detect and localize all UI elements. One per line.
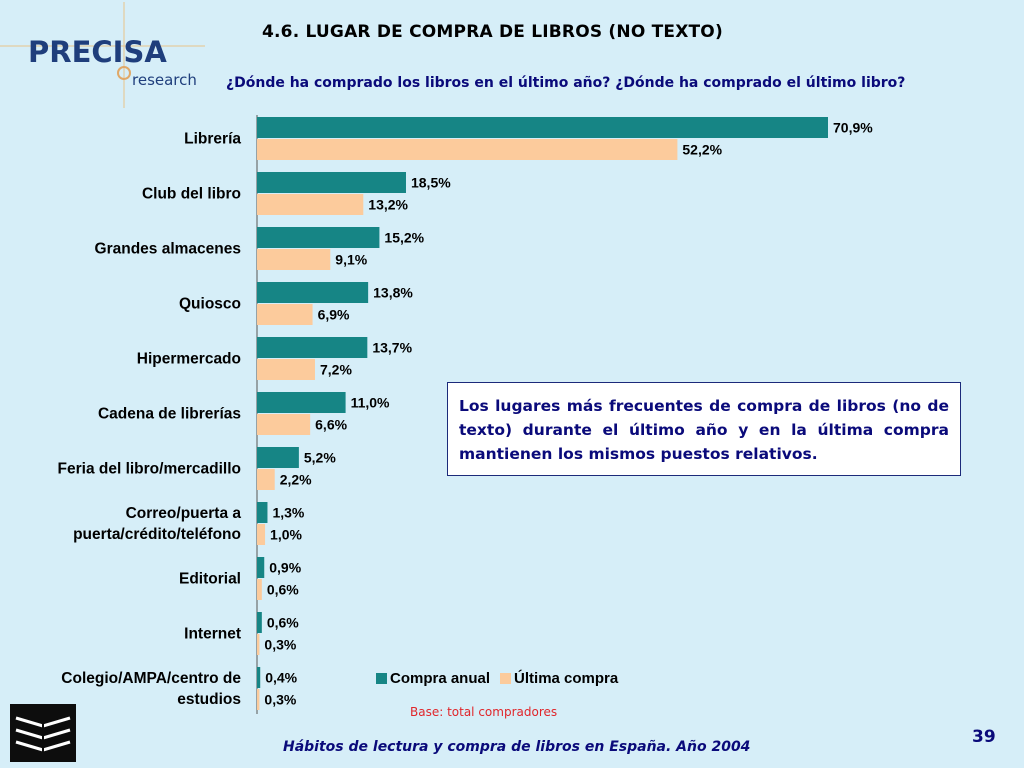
chart-subtitle: ¿Dónde ha comprado los libros en el últi… [226, 75, 906, 91]
category-label-8: Editorial [179, 571, 241, 588]
category-label-6: Feria del libro/mercadillo [58, 461, 241, 478]
legend-label-annual: Compra anual [390, 670, 491, 687]
legend-swatch-annual [376, 673, 387, 684]
logo-sub-text: research [132, 71, 197, 89]
annotation-box: Los lugares más frecuentes de compra de … [447, 382, 961, 476]
category-label-5: Cadena de librerías [98, 406, 241, 423]
legend-swatch-last [500, 673, 512, 684]
bar-last-1 [257, 194, 364, 215]
logo-brand-text: PRECISA [28, 35, 167, 69]
bar-annual-8 [257, 557, 265, 578]
bar-last-3 [257, 304, 313, 325]
category-label-9: Internet [184, 626, 241, 643]
value-label-last-5: 6,6% [315, 417, 347, 433]
legend-label-last: Última compra [514, 670, 619, 687]
base-note: Base: total compradores [410, 705, 558, 719]
value-label-annual-4: 13,7% [372, 340, 412, 356]
bar-annual-6 [257, 447, 299, 468]
value-label-annual-9: 0,6% [267, 615, 299, 631]
value-label-last-8: 0,6% [267, 582, 299, 598]
value-label-last-3: 6,9% [318, 307, 350, 323]
page-number: 39 [972, 727, 996, 747]
bar-annual-2 [257, 227, 380, 248]
value-label-last-6: 2,2% [280, 472, 312, 488]
category-label-4: Hipermercado [137, 351, 241, 368]
category-label-7-line0: Correo/puerta a [126, 505, 242, 522]
precisa-logo: PRECISA research [0, 2, 205, 108]
value-label-last-0: 52,2% [682, 142, 722, 158]
category-label-1: Club del libro [142, 186, 241, 203]
legend-item-annual: Compra anual [376, 670, 490, 687]
bar-annual-7 [257, 502, 268, 523]
bar-last-6 [257, 469, 275, 490]
bar-annual-0 [257, 117, 828, 138]
value-label-annual-1: 18,5% [411, 175, 451, 191]
value-label-last-10: 0,3% [264, 692, 296, 708]
value-label-annual-0: 70,9% [833, 120, 873, 136]
value-label-last-1: 13,2% [368, 197, 408, 213]
bar-last-9 [257, 634, 260, 655]
bar-last-10 [257, 689, 260, 710]
footer-text: Hábitos de lectura y compra de libros en… [283, 739, 751, 755]
value-label-annual-5: 11,0% [351, 395, 390, 411]
legend-item-last: Última compra [500, 670, 618, 687]
value-label-last-4: 7,2% [320, 362, 352, 378]
value-label-annual-7: 1,3% [272, 505, 304, 521]
bar-annual-3 [257, 282, 369, 303]
category-label-3: Quiosco [179, 296, 241, 313]
value-label-annual-3: 13,8% [373, 285, 413, 301]
chart-legend: Compra anual Última compra [376, 670, 624, 687]
bar-last-0 [257, 139, 678, 160]
category-label-10-line0: Colegio/AMPA/centro de [61, 670, 241, 687]
category-label-0: Librería [184, 131, 241, 148]
value-label-last-9: 0,3% [264, 637, 296, 653]
bar-annual-10 [257, 667, 261, 688]
bar-annual-1 [257, 172, 406, 193]
category-label-10-line1: estudios [177, 691, 241, 708]
page-title: 4.6. LUGAR DE COMPRA DE LIBROS (NO TEXTO… [262, 22, 723, 42]
book-logo-icon [10, 704, 76, 762]
value-label-last-2: 9,1% [335, 252, 367, 268]
category-label-7-line1: puerta/crédito/teléfono [73, 526, 241, 543]
value-label-last-7: 1,0% [270, 527, 302, 543]
bar-last-7 [257, 524, 266, 545]
value-label-annual-10: 0,4% [265, 670, 297, 686]
bar-annual-5 [257, 392, 346, 413]
category-label-2: Grandes almacenes [95, 241, 241, 258]
bar-last-8 [257, 579, 262, 600]
bar-last-4 [257, 359, 315, 380]
value-label-annual-8: 0,9% [269, 560, 301, 576]
value-label-annual-2: 15,2% [384, 230, 424, 246]
bar-annual-4 [257, 337, 368, 358]
value-label-annual-6: 5,2% [304, 450, 336, 466]
bar-last-5 [257, 414, 311, 435]
bar-last-2 [257, 249, 331, 270]
bar-annual-9 [257, 612, 262, 633]
